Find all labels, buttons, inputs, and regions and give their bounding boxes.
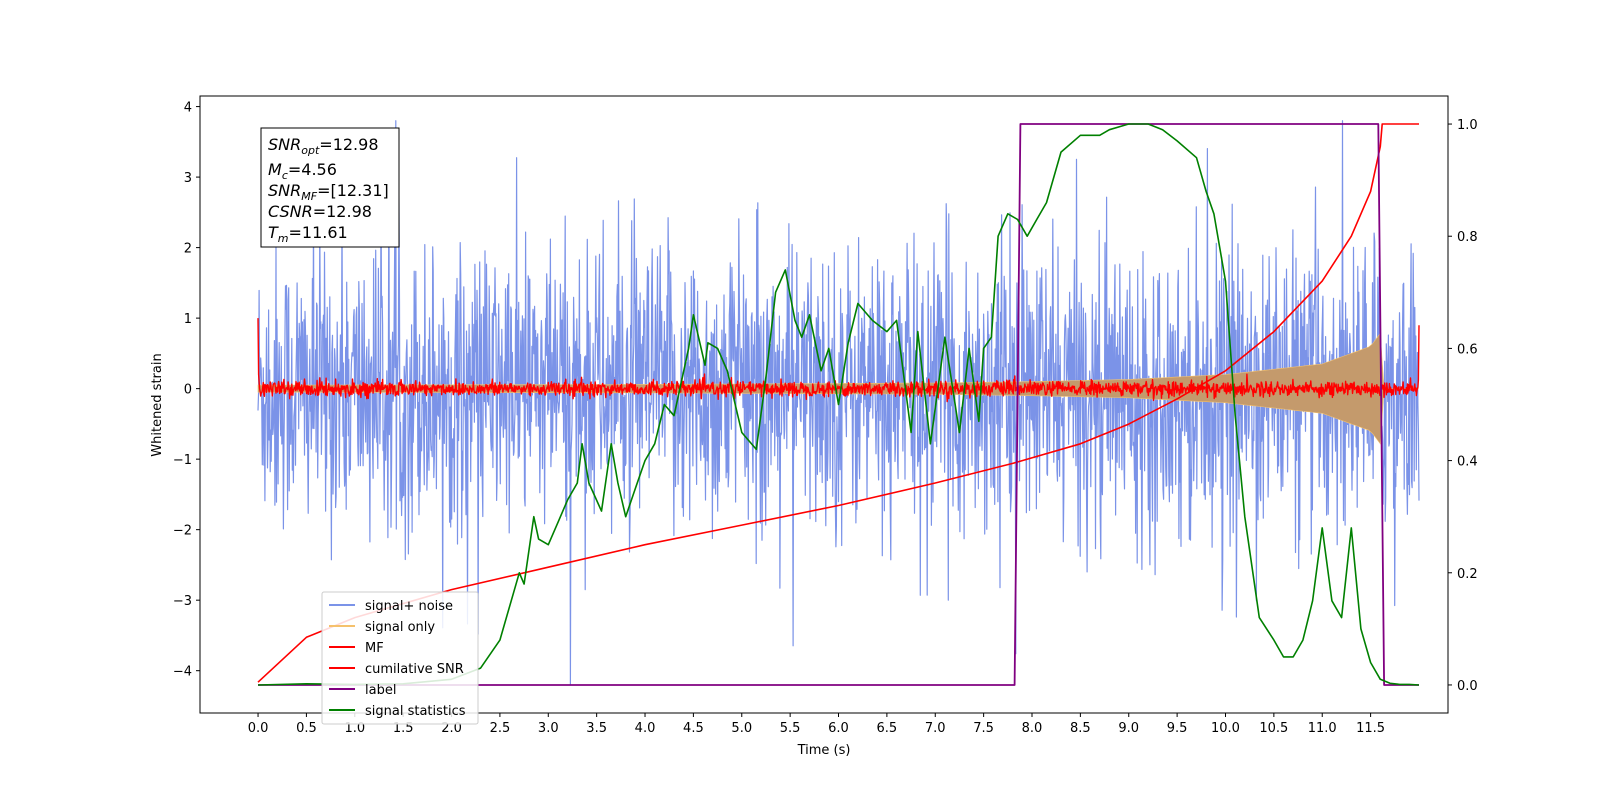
legend-entry: label [365, 683, 396, 698]
y-tick-label: −4 [173, 665, 192, 680]
y-tick-label: −1 [173, 453, 192, 468]
legend-entry: signal statistics [365, 704, 466, 719]
x-tick-label: 11.0 [1308, 721, 1337, 736]
y-tick-label: 4 [184, 101, 192, 116]
y-tick-label: −3 [173, 594, 192, 609]
y2-tick-label: 0.8 [1457, 230, 1478, 245]
legend-entry: signal only [365, 620, 435, 635]
y2-tick-label: 0.4 [1457, 455, 1478, 470]
x-tick-label: 2.5 [490, 721, 511, 736]
x-tick-label: 6.5 [877, 721, 898, 736]
x-axis-label: Time (s) [797, 743, 851, 758]
x-tick-label: 9.5 [1167, 721, 1188, 736]
x-tick-label: 8.0 [1022, 721, 1043, 736]
info-box: SNRopt=12.98 Mc=4.56 SNRMF=[12.31] CSNR=… [260, 127, 400, 248]
x-tick-label: 1.0 [344, 721, 365, 736]
x-tick-label: 9.0 [1118, 721, 1139, 736]
x-tick-label: 7.0 [925, 721, 946, 736]
y-axis-label: Whitened strain [150, 353, 165, 456]
x-tick-label: 3.5 [586, 721, 607, 736]
svg-text:SNRMF=[12.31]: SNRMF=[12.31] [268, 181, 389, 203]
legend-entry: cumilative SNR [365, 662, 464, 677]
x-tick-label: 10.5 [1259, 721, 1288, 736]
x-tick-label: 5.0 [731, 721, 752, 736]
x-tick-label: 0.0 [248, 721, 269, 736]
signal-statistics-line [257, 123, 1420, 686]
info-snr-mf: =[12.31] [317, 181, 389, 200]
x-axis: 0.0 0.5 1.0 1.5 2.0 2.5 3.0 3.5 4.0 4.5 5.0 5.5 6.0 6… [248, 713, 1385, 736]
x-tick-label: 10.0 [1211, 721, 1240, 736]
x-tick-label: 5.5 [780, 721, 801, 736]
svg-text:Mc=4.56: Mc=4.56 [268, 160, 337, 182]
legend: signal+ noise signal only MF cumilative SNR… [321, 591, 479, 725]
y-tick-label: 2 [184, 242, 192, 257]
y2-tick-label: 0.2 [1457, 567, 1478, 582]
svg-text:SNRopt=12.98: SNRopt=12.98 [268, 135, 379, 157]
info-tm: =11.61 [289, 223, 348, 242]
x-tick-label: 11.5 [1356, 721, 1385, 736]
mf-line [257, 318, 1420, 403]
svg-text:CSNR=12.98: CSNR=12.98 [268, 202, 372, 221]
y2-tick-label: 1.0 [1457, 118, 1478, 133]
legend-entry: signal+ noise [365, 599, 453, 614]
plot-frame [199, 95, 1449, 714]
y-tick-label: 3 [184, 171, 192, 186]
plot-area [257, 120, 1420, 686]
info-csnr: =12.98 [313, 202, 372, 221]
x-tick-label: 6.0 [828, 721, 849, 736]
cumulative-snr-line [257, 123, 1419, 683]
x-tick-label: 4.5 [683, 721, 704, 736]
x-tick-label: 4.0 [635, 721, 656, 736]
x-tick-label: 8.5 [1070, 721, 1091, 736]
x-tick-label: 0.5 [296, 721, 317, 736]
y-tick-label: −2 [173, 524, 192, 539]
legend-entry: MF [365, 641, 384, 656]
info-mc: =4.56 [288, 160, 337, 179]
y2-tick-label: 0.6 [1457, 342, 1478, 357]
y-axis-right: 1.0 0.8 0.6 0.4 0.2 0.0 [1448, 118, 1478, 694]
x-tick-label: 3.0 [538, 721, 559, 736]
info-snr-opt: =12.98 [319, 135, 378, 154]
y-tick-label: 1 [184, 312, 192, 327]
y-tick-label: 0 [184, 383, 192, 398]
x-tick-label: 1.5 [393, 721, 414, 736]
x-tick-label: 2.0 [441, 721, 462, 736]
svg-text:Tm=11.61: Tm=11.61 [268, 223, 348, 245]
label-line [258, 123, 1419, 686]
x-tick-label: 7.5 [973, 721, 994, 736]
y-axis-left: 4 3 2 1 0 −1 −2 −3 −4 [173, 101, 200, 680]
y2-tick-label: 0.0 [1457, 679, 1478, 694]
